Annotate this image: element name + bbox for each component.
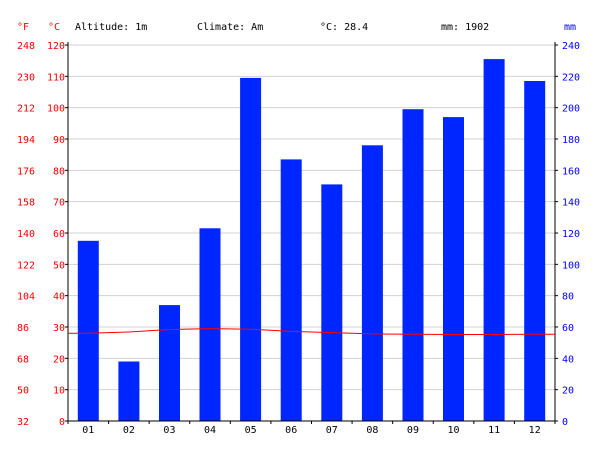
precip-bar-12 [524, 81, 546, 421]
tick-label-celsius: 60 [53, 229, 65, 240]
tick-label-fahrenheit: 176 [17, 166, 35, 177]
tick-label-celsius: 40 [53, 292, 65, 303]
header-climate: Climate: Am [197, 22, 263, 33]
unit-celsius: °C [48, 22, 60, 33]
x-tick-label: 09 [407, 425, 419, 436]
precip-bar-10 [443, 117, 464, 421]
tick-label-mm: 100 [562, 260, 580, 271]
tick-label-celsius: 20 [53, 354, 65, 365]
tick-label-fahrenheit: 68 [17, 354, 29, 365]
x-tick-label: 08 [366, 425, 378, 436]
tick-label-fahrenheit: 212 [17, 104, 35, 115]
x-tick-label: 07 [326, 425, 338, 436]
header-altitude: Altitude: 1m [75, 22, 147, 33]
tick-label-mm: 160 [562, 166, 580, 177]
tick-label-celsius: 0 [59, 417, 65, 428]
tick-label-mm: 120 [562, 229, 580, 240]
tick-label-fahrenheit: 158 [17, 198, 35, 209]
x-tick-label: 06 [285, 425, 297, 436]
precip-bar-03 [159, 305, 180, 421]
tick-label-fahrenheit: 230 [17, 72, 35, 83]
tick-label-mm: 0 [562, 417, 568, 428]
tick-label-mm: 20 [562, 386, 574, 397]
x-tick-label: 11 [488, 425, 500, 436]
unit-millimeters: mm [564, 22, 576, 33]
tick-label-fahrenheit: 140 [17, 229, 35, 240]
tick-label-celsius: 100 [47, 104, 65, 115]
gridlines [68, 44, 555, 391]
tick-label-celsius: 120 [47, 41, 65, 52]
x-tick-label: 12 [529, 425, 541, 436]
tick-label-celsius: 10 [53, 386, 65, 397]
tick-label-mm: 60 [562, 323, 574, 334]
x-tick-label: 02 [123, 425, 135, 436]
x-tick-label: 05 [245, 425, 257, 436]
temperature-line [68, 328, 555, 335]
tick-label-mm: 200 [562, 104, 580, 115]
tick-label-celsius: 70 [53, 198, 65, 209]
tick-label-mm: 80 [562, 292, 574, 303]
x-tick-label: 01 [82, 425, 94, 436]
tick-label-mm: 240 [562, 41, 580, 52]
precip-bar-06 [280, 159, 302, 421]
precip-bar-05 [240, 77, 262, 422]
tick-label-mm: 40 [562, 354, 574, 365]
tick-label-mm: 140 [562, 198, 580, 209]
tick-label-celsius: 30 [53, 323, 65, 334]
tick-labels: 0 32 10 50 20 68 30 86 40 104 50 122 60 140 70 158 80 176… [17, 41, 580, 436]
tick-label-fahrenheit: 248 [17, 41, 35, 52]
precip-bar-01 [77, 240, 99, 421]
header-mean-temp: °C: 28.4 [320, 22, 368, 33]
x-tick-label: 10 [448, 425, 460, 436]
tick-label-fahrenheit: 104 [17, 292, 35, 303]
tick-label-mm: 180 [562, 135, 580, 146]
axes [65, 42, 558, 424]
tick-label-fahrenheit: 122 [17, 260, 35, 271]
tick-label-celsius: 110 [47, 72, 65, 83]
precip-bar-07 [321, 184, 343, 421]
precip-bar-02 [118, 361, 140, 421]
tick-label-mm: 220 [562, 72, 580, 83]
tick-label-fahrenheit: 32 [17, 417, 29, 428]
x-tick-label: 03 [163, 425, 175, 436]
tick-label-celsius: 90 [53, 135, 65, 146]
precip-bar-08 [361, 145, 383, 422]
tick-label-celsius: 80 [53, 166, 65, 177]
tick-label-fahrenheit: 194 [17, 135, 35, 146]
precip-bar-04 [199, 228, 221, 421]
precip-bar-09 [402, 109, 424, 421]
x-tick-label: 04 [204, 425, 216, 436]
precip-bar-11 [483, 59, 505, 421]
tick-label-celsius: 50 [53, 260, 65, 271]
tick-label-fahrenheit: 86 [17, 323, 29, 334]
temperature-line-group [68, 328, 555, 335]
header-total-precip: mm: 1902 [441, 22, 489, 33]
tick-label-fahrenheit: 50 [17, 386, 29, 397]
precipitation-bars [77, 59, 546, 422]
unit-fahrenheit: °F [17, 22, 29, 33]
